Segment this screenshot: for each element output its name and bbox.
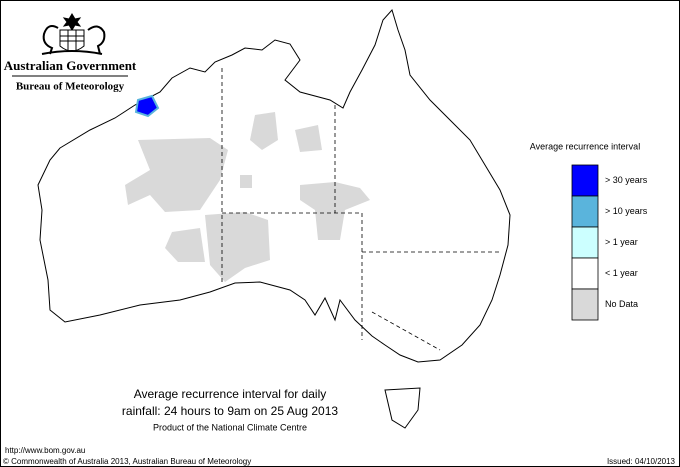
footer-issued: Issued: 04/10/2013: [607, 457, 676, 466]
mainland: [37, 9, 511, 363]
state-border: [222, 212, 363, 340]
legend-swatch: [571, 288, 599, 321]
legend-swatch: [571, 164, 599, 197]
state-border: [371, 311, 441, 351]
footer-copyright: © Commonwealth of Australia 2013, Austra…: [3, 457, 251, 466]
legend-label: < 1 year: [605, 268, 638, 278]
legend: > 30 years > 10 years > 1 year < 1 year No D…: [571, 164, 648, 321]
footer-url: http://www.bom.gov.au: [5, 446, 85, 455]
no-data-area: [295, 125, 322, 152]
australia-map: [37, 9, 511, 429]
legend-label: No Data: [605, 299, 638, 309]
caption-line: rainfall: 24 hours to 9am on 25 Aug 2013: [122, 404, 338, 418]
caption-line: Product of the National Climate Centre: [153, 422, 307, 432]
extreme-rainfall-area: [134, 94, 160, 118]
state-borders: [221, 68, 500, 351]
caption-line: Average recurrence interval for daily: [134, 387, 327, 401]
agency-name: Bureau of Meteorology: [16, 81, 125, 93]
legend-swatch: [571, 257, 599, 290]
legend-title: Average recurrence interval: [530, 141, 640, 151]
no-data-area: [165, 228, 205, 262]
no-data-area: [240, 175, 252, 188]
no-data-area: [125, 138, 228, 212]
no-data-area: [205, 212, 270, 282]
legend-swatch: [571, 226, 599, 259]
legend-label: > 10 years: [605, 206, 648, 216]
tasmania: [384, 387, 421, 429]
no-data-area: [250, 112, 278, 150]
legend-swatch: [571, 195, 599, 228]
legend-label: > 30 years: [605, 175, 648, 185]
legend-label: > 1 year: [605, 237, 638, 247]
government-name: Australian Government: [4, 58, 137, 73]
crest: [41, 13, 106, 55]
